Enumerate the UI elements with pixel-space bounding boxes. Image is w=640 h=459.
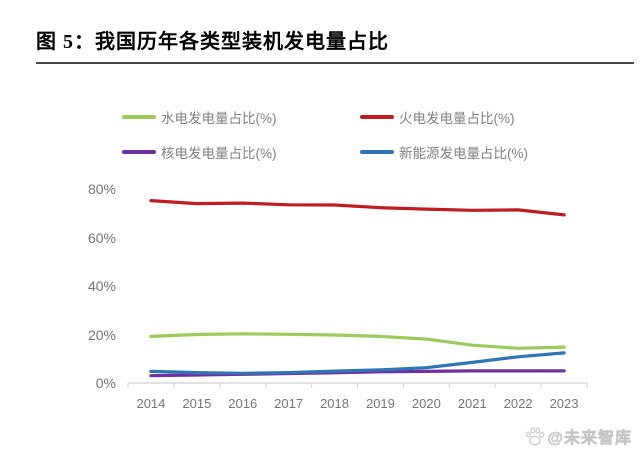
title-divider <box>36 62 634 64</box>
y-axis-label: 20% <box>87 326 116 343</box>
legend-item-nuclear: 核电发电量占比(%) <box>122 144 277 161</box>
legend-item-hydro: 水电发电量占比(%) <box>122 109 277 126</box>
x-axis-label: 2016 <box>228 396 258 411</box>
y-axis-label: 40% <box>87 278 116 294</box>
watermark: @未来智库 <box>525 424 632 448</box>
hydro-line <box>149 332 566 350</box>
x-axis-label: 2017 <box>274 396 304 411</box>
y-axis-label: 80% <box>87 181 116 197</box>
y-axis-label: 0% <box>95 375 116 391</box>
hydro-legend-label: 水电发电量占比(%) <box>161 111 277 126</box>
new-energy-legend-label: 新能源发电量占比(%) <box>399 146 528 161</box>
x-axis-label: 2019 <box>365 396 395 411</box>
nuclear-legend-label: 核电发电量占比(%) <box>161 146 277 161</box>
x-axis-label: 2023 <box>549 396 579 411</box>
x-axis-label: 2020 <box>411 396 441 411</box>
thermal-line <box>149 199 566 217</box>
x-axis-label: 2015 <box>182 396 212 411</box>
paw-logo-icon <box>526 427 545 446</box>
x-axis-label: 2014 <box>136 396 166 411</box>
y-axis-label: 60% <box>87 229 116 246</box>
nuclear-line <box>149 369 566 378</box>
line-chart-plot-area <box>127 199 588 388</box>
new-energy-legend-marker <box>360 149 394 155</box>
legend-item-thermal: 火电发电量占比(%) <box>360 109 515 126</box>
nuclear-legend-marker <box>122 149 156 155</box>
watermark-text: @未来智库 <box>547 430 632 448</box>
figure-title: 图 5：我国历年各类型装机发电量占比 <box>36 31 389 53</box>
legend-item-new-energy: 新能源发电量占比(%) <box>360 144 528 161</box>
thermal-legend-label: 火电发电量占比(%) <box>399 111 515 126</box>
x-axis-label: 2018 <box>320 396 349 411</box>
x-axis-label: 2022 <box>503 396 533 411</box>
new-energy-line <box>149 351 566 375</box>
x-axis-label: 2021 <box>457 396 487 411</box>
thermal-legend-marker <box>360 114 394 120</box>
hydro-legend-marker <box>122 114 156 120</box>
